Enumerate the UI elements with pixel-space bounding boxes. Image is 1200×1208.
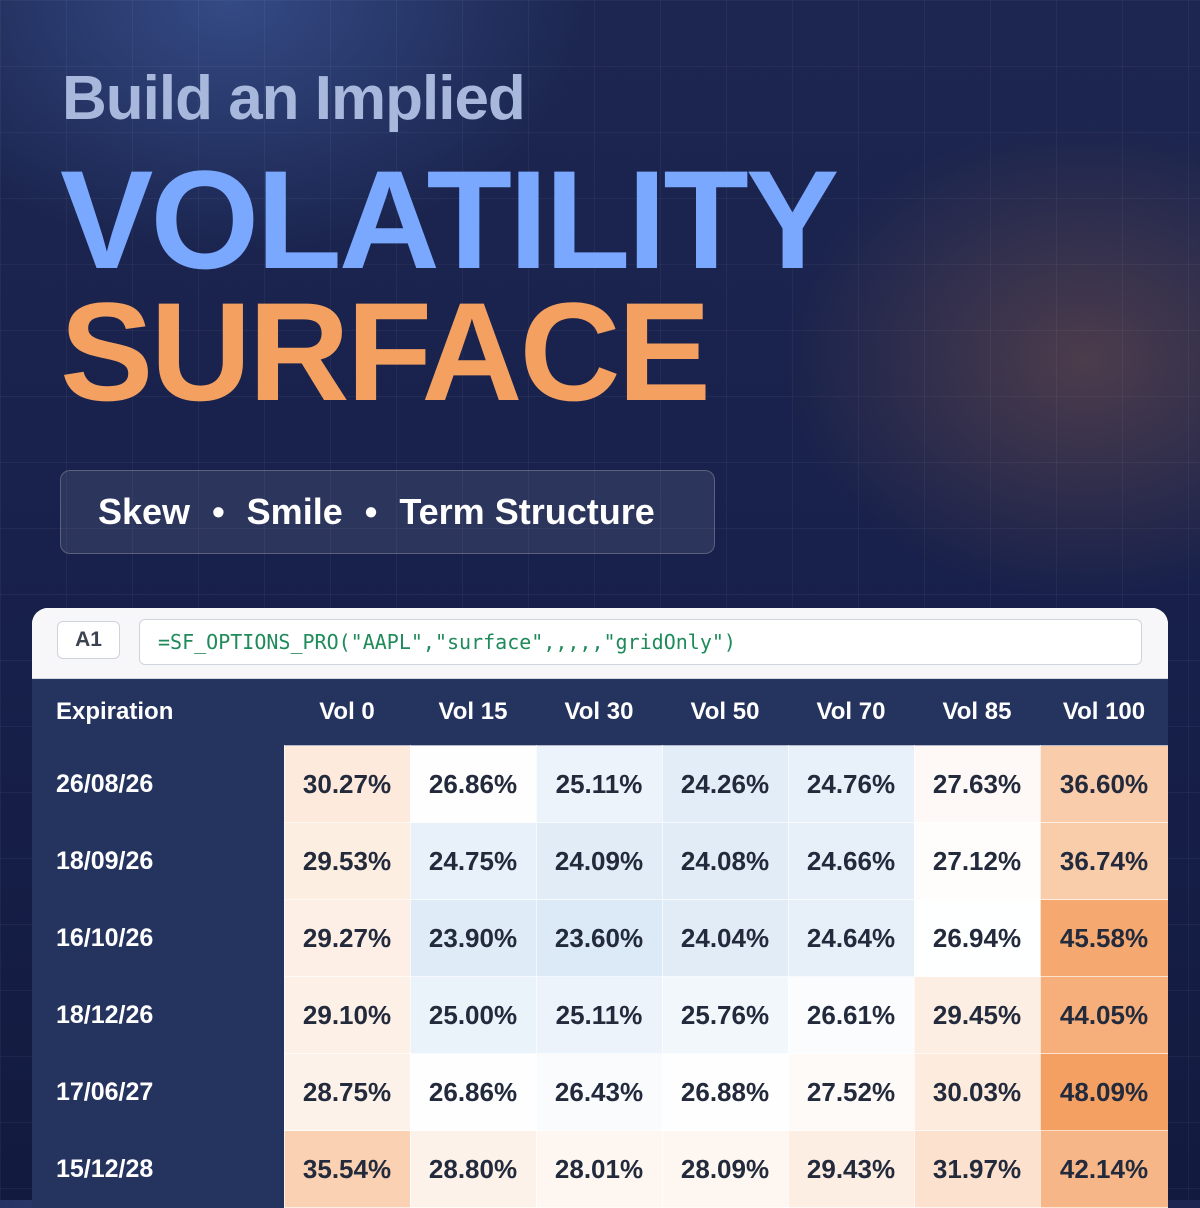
vol-cell[interactable]: 30.27% — [283, 745, 411, 823]
vol-cell[interactable]: 42.14% — [1039, 1130, 1168, 1208]
vol-cell[interactable]: 24.75% — [409, 822, 537, 900]
vol-cell[interactable]: 30.03% — [913, 1053, 1041, 1131]
headline-line-2: VOLATILITY — [60, 141, 839, 298]
vol-cell[interactable]: 28.09% — [661, 1130, 789, 1208]
vol-cell[interactable]: 27.12% — [913, 822, 1041, 900]
column-header-vol-50[interactable]: Vol 50 — [662, 679, 788, 746]
expiration-cell[interactable]: 15/12/28 — [32, 1130, 284, 1208]
formula-input[interactable]: =SF_OPTIONS_PRO("AAPL","surface",,,,,"gr… — [139, 619, 1142, 665]
vol-cell[interactable]: 45.58% — [1039, 899, 1168, 977]
table-header-row: Expiration Vol 0 Vol 15 Vol 30 Vol 50 Vol 70 V… — [32, 679, 1168, 746]
expiration-cell[interactable]: 16/10/26 — [32, 899, 284, 977]
expiration-cell[interactable]: 17/06/27 — [32, 1053, 284, 1131]
vol-cell[interactable]: 26.94% — [913, 899, 1041, 977]
vol-cell[interactable]: 24.76% — [787, 745, 915, 823]
column-header-expiration[interactable]: Expiration — [32, 679, 284, 746]
tag-term-structure: Term Structure — [399, 491, 655, 532]
vol-cell[interactable]: 24.66% — [787, 822, 915, 900]
vol-cell[interactable]: 26.43% — [535, 1053, 663, 1131]
vol-cell[interactable]: 25.11% — [535, 745, 663, 823]
spreadsheet-window: A1 =SF_OPTIONS_PRO("AAPL","surface",,,,,… — [32, 608, 1168, 1208]
vol-cell[interactable]: 24.04% — [661, 899, 789, 977]
table-row: 26/08/26 30.27% 26.86% 25.11% 24.26% 24.76% 27… — [32, 745, 1168, 823]
table-row: 18/09/26 29.53% 24.75% 24.09% 24.08% 24.66% 27… — [32, 822, 1168, 900]
vol-cell[interactable]: 24.09% — [535, 822, 663, 900]
vol-cell[interactable]: 26.86% — [409, 1053, 537, 1131]
table-row: 16/10/26 29.27% 23.90% 23.60% 24.04% 24.64% 26… — [32, 899, 1168, 977]
vol-cell[interactable]: 24.26% — [661, 745, 789, 823]
headline-line-3: SURFACE — [60, 273, 711, 430]
vol-cell[interactable]: 23.90% — [409, 899, 537, 977]
formula-bar: A1 =SF_OPTIONS_PRO("AAPL","surface",,,,,… — [32, 608, 1168, 679]
column-header-vol-30[interactable]: Vol 30 — [536, 679, 662, 746]
tag-smile: Smile — [246, 491, 343, 532]
vol-cell[interactable]: 28.80% — [409, 1130, 537, 1208]
table-row: 18/12/26 29.10% 25.00% 25.11% 25.76% 26.61% 29… — [32, 976, 1168, 1054]
vol-cell[interactable]: 36.60% — [1039, 745, 1168, 823]
vol-cell[interactable]: 29.27% — [283, 899, 411, 977]
cell-reference-box[interactable]: A1 — [57, 621, 120, 659]
vol-cell[interactable]: 23.60% — [535, 899, 663, 977]
vol-cell[interactable]: 29.53% — [283, 822, 411, 900]
table-row: 15/12/28 35.54% 28.80% 28.01% 28.09% 29.43% 31… — [32, 1130, 1168, 1208]
vol-cell[interactable]: 26.88% — [661, 1053, 789, 1131]
tag-separator: • — [364, 491, 378, 532]
vol-cell[interactable]: 27.63% — [913, 745, 1041, 823]
tag-skew: Skew — [98, 491, 191, 532]
vol-cell[interactable]: 26.61% — [787, 976, 915, 1054]
expiration-cell[interactable]: 18/12/26 — [32, 976, 284, 1054]
column-header-vol-70[interactable]: Vol 70 — [788, 679, 914, 746]
vol-cell[interactable]: 36.74% — [1039, 822, 1168, 900]
vol-cell[interactable]: 31.97% — [913, 1130, 1041, 1208]
column-header-vol-0[interactable]: Vol 0 — [284, 679, 410, 746]
vol-cell[interactable]: 29.43% — [787, 1130, 915, 1208]
tag-separator: • — [212, 491, 225, 532]
vol-cell[interactable]: 25.76% — [661, 976, 789, 1054]
vol-cell[interactable]: 26.86% — [409, 745, 537, 823]
table-row: 17/06/27 28.75% 26.86% 26.43% 26.88% 27.52% 30… — [32, 1053, 1168, 1131]
vol-cell[interactable]: 48.09% — [1039, 1053, 1168, 1131]
column-header-vol-100[interactable]: Vol 100 — [1040, 679, 1168, 746]
vol-cell[interactable]: 25.11% — [535, 976, 663, 1054]
vol-cell[interactable]: 25.00% — [409, 976, 537, 1054]
column-header-vol-15[interactable]: Vol 15 — [410, 679, 536, 746]
vol-cell[interactable]: 24.64% — [787, 899, 915, 977]
vol-cell[interactable]: 28.01% — [535, 1130, 663, 1208]
column-header-vol-85[interactable]: Vol 85 — [914, 679, 1040, 746]
vol-cell[interactable]: 28.75% — [283, 1053, 411, 1131]
vol-cell[interactable]: 24.08% — [661, 822, 789, 900]
vol-cell[interactable]: 35.54% — [283, 1130, 411, 1208]
volatility-surface-table: Expiration Vol 0 Vol 15 Vol 30 Vol 50 Vol 70 V… — [32, 679, 1168, 1208]
feature-tags: Skew • Smile • Term Structure — [60, 470, 715, 554]
vol-cell[interactable]: 27.52% — [787, 1053, 915, 1131]
vol-cell[interactable]: 44.05% — [1039, 976, 1168, 1054]
vol-cell[interactable]: 29.45% — [913, 976, 1041, 1054]
headline-line-1: Build an Implied — [62, 64, 526, 133]
expiration-cell[interactable]: 18/09/26 — [32, 822, 284, 900]
vol-cell[interactable]: 29.10% — [283, 976, 411, 1054]
expiration-cell[interactable]: 26/08/26 — [32, 745, 284, 823]
